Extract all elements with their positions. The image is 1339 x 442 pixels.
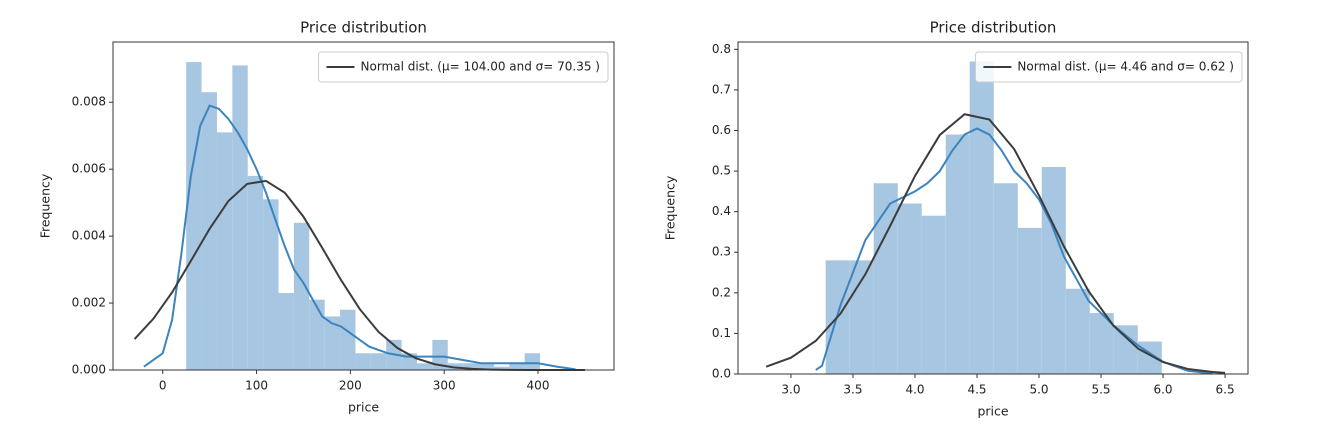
histogram-bar — [355, 353, 371, 370]
x-tick-label: 400 — [527, 379, 550, 393]
axes-frame — [737, 41, 1249, 375]
histogram-bar — [1113, 325, 1138, 374]
histogram-bar — [247, 175, 264, 370]
x-tick-label: 3.5 — [843, 383, 862, 397]
kde-line — [143, 104, 576, 371]
legend-label: Normal dist. (μ= 4.46 and σ= 0.62 ) — [1017, 60, 1234, 74]
legend: Normal dist. (μ= 104.00 and σ= 70.35 ) — [318, 51, 609, 83]
x-tick-label: 0 — [159, 379, 167, 393]
histogram-bar — [1017, 227, 1042, 374]
histogram-bar — [324, 316, 341, 370]
histogram-bar — [493, 366, 510, 370]
legend-label: Normal dist. (μ= 104.00 and σ= 70.35 ) — [361, 60, 600, 74]
y-axis-label: Frequency — [663, 175, 678, 240]
histogram-bar — [416, 363, 433, 370]
x-tick-label: 6.0 — [1153, 383, 1172, 397]
x-tick-label: 300 — [433, 379, 456, 393]
y-tick-label: 0.7 — [712, 82, 731, 96]
histogram-bar — [232, 65, 248, 370]
histogram-bar — [993, 183, 1018, 374]
histogram-bar — [897, 203, 922, 374]
y-tick-label: 0.5 — [712, 164, 731, 178]
x-tick-label: 100 — [245, 379, 268, 393]
x-axis-label: price — [977, 404, 1008, 419]
histogram-bar — [509, 363, 525, 370]
histogram-bar — [1065, 288, 1090, 374]
histogram-bar — [849, 260, 874, 374]
histogram-bar — [293, 222, 310, 370]
legend: Normal dist. (μ= 4.46 and σ= 0.62 ) — [974, 51, 1243, 83]
y-tick-label: 0.004 — [72, 229, 106, 243]
chart-title: Price distribution — [300, 19, 427, 37]
y-tick-label: 0.1 — [712, 326, 731, 340]
legend-box — [974, 51, 1243, 83]
y-tick-label: 0.008 — [72, 95, 106, 109]
histogram-bar — [873, 183, 898, 374]
y-tick-label: 0.006 — [72, 162, 106, 176]
x-tick-label: 4.5 — [967, 383, 986, 397]
histogram-bar — [309, 299, 325, 370]
histogram-bar — [945, 134, 970, 374]
histogram-bar — [432, 339, 448, 370]
legend-box — [318, 51, 609, 83]
histogram-bar — [263, 199, 279, 370]
histogram-bar — [463, 363, 479, 370]
normal-line — [765, 113, 1226, 374]
histogram-bar — [1089, 313, 1114, 374]
y-tick-label: 0.6 — [712, 123, 731, 137]
histogram-bar — [524, 353, 541, 370]
y-tick-label: 0.4 — [712, 204, 731, 218]
histogram-bar — [186, 62, 202, 370]
histogram-bar — [969, 61, 994, 375]
histogram-bar — [370, 353, 387, 370]
x-tick-label: 6.5 — [1216, 383, 1235, 397]
histogram-bar — [216, 132, 233, 370]
histogram-bar — [478, 363, 494, 370]
histogram-bar — [1041, 167, 1066, 374]
y-tick-label: 0.000 — [72, 363, 106, 377]
x-tick-label: 3.0 — [781, 383, 800, 397]
chart-title: Price distribution — [930, 19, 1057, 37]
y-tick-label: 0.3 — [712, 245, 731, 259]
y-tick-label: 0.0 — [712, 367, 731, 381]
histogram-bar — [278, 293, 294, 370]
y-axis-label: Frequency — [38, 173, 53, 238]
y-tick-label: 0.002 — [72, 296, 106, 310]
x-tick-label: 5.5 — [1091, 383, 1110, 397]
x-tick-label: 4.0 — [905, 383, 924, 397]
y-tick-label: 0.8 — [712, 42, 731, 56]
histogram-bar — [340, 309, 356, 370]
y-tick-label: 0.2 — [712, 285, 731, 299]
x-axis-label: price — [348, 400, 379, 415]
x-tick-label: 5.0 — [1029, 383, 1048, 397]
histogram-bar — [921, 215, 946, 374]
axes-frame — [112, 41, 615, 371]
x-tick-label: 200 — [339, 379, 362, 393]
